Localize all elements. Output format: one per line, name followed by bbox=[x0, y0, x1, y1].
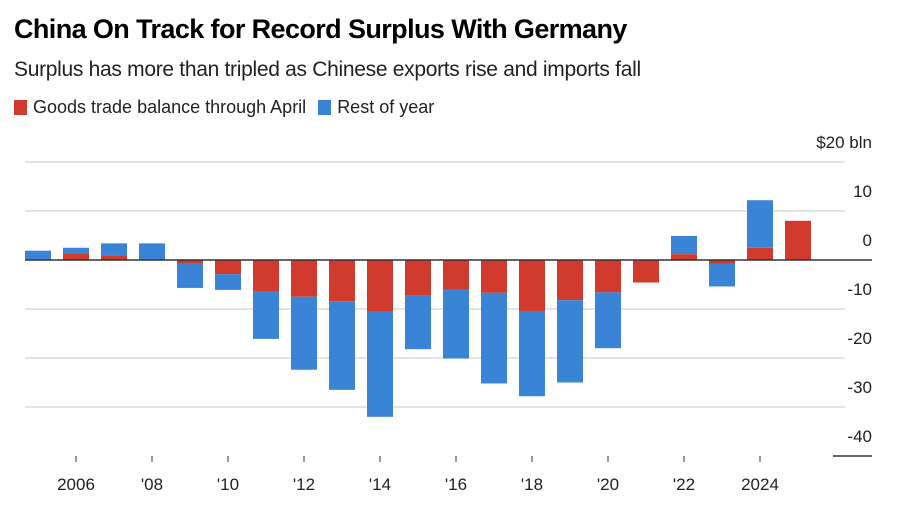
bar-rest-of-year-2017 bbox=[481, 292, 507, 384]
bar-rest-of-year-2005 bbox=[25, 250, 51, 260]
x-tick-label: '12 bbox=[293, 475, 315, 494]
legend-swatch-blue bbox=[318, 100, 332, 115]
legend: Goods trade balance through April Rest o… bbox=[14, 97, 446, 118]
bar-rest-of-year-2020 bbox=[595, 292, 621, 349]
bar-rest-of-year-2013 bbox=[329, 301, 355, 390]
y-tick-label: 10 bbox=[853, 182, 872, 201]
x-tick-label: 2006 bbox=[57, 475, 95, 494]
y-tick-label: $20 bln bbox=[816, 133, 872, 152]
bar-rest-of-year-2018 bbox=[519, 310, 545, 397]
x-tick-label: '10 bbox=[217, 475, 239, 494]
bar-through-april-2012 bbox=[291, 260, 317, 297]
x-tick-label: '18 bbox=[521, 475, 543, 494]
bar-through-april-2017 bbox=[481, 260, 507, 293]
chart-subtitle: Surplus has more than tripled as Chinese… bbox=[14, 58, 641, 81]
x-tick-label: '22 bbox=[673, 475, 695, 494]
x-tick-label: 2024 bbox=[741, 475, 779, 494]
legend-swatch-red bbox=[14, 100, 27, 115]
legend-label: Goods trade balance through April bbox=[33, 97, 307, 117]
bar-rest-of-year-2015 bbox=[405, 295, 431, 350]
legend-label: Rest of year bbox=[337, 97, 435, 117]
bar-through-april-2016 bbox=[443, 260, 469, 290]
bar-rest-of-year-2006 bbox=[63, 247, 89, 254]
bar-through-april-2022 bbox=[671, 254, 697, 260]
bar-through-april-2006 bbox=[63, 253, 89, 260]
bar-through-april-2007 bbox=[101, 255, 127, 260]
bar-rest-of-year-2010 bbox=[215, 274, 241, 290]
bar-rest-of-year-2009 bbox=[177, 263, 203, 288]
bar-through-april-2014 bbox=[367, 260, 393, 312]
bar-through-april-2010 bbox=[215, 260, 241, 275]
bar-rest-of-year-2008 bbox=[139, 243, 165, 260]
bar-through-april-2021 bbox=[633, 260, 659, 283]
bar-through-april-2011 bbox=[253, 260, 279, 292]
x-tick-label: '20 bbox=[597, 475, 619, 494]
bar-rest-of-year-2012 bbox=[291, 296, 317, 370]
bar-rest-of-year-2014 bbox=[367, 311, 393, 417]
bar-through-april-2025 bbox=[785, 220, 811, 260]
y-tick-label: -20 bbox=[847, 329, 872, 348]
bar-through-april-2024 bbox=[747, 247, 773, 260]
bar-through-april-2023 bbox=[709, 260, 735, 264]
bar-through-april-2019 bbox=[557, 260, 583, 301]
x-tick-label: '14 bbox=[369, 475, 391, 494]
bar-rest-of-year-2024 bbox=[747, 200, 773, 248]
y-tick-label: -30 bbox=[847, 378, 872, 397]
x-tick-label: '08 bbox=[141, 475, 163, 494]
bar-rest-of-year-2022 bbox=[671, 235, 697, 255]
bar-rest-of-year-2007 bbox=[101, 243, 127, 256]
bar-rest-of-year-2016 bbox=[443, 289, 469, 359]
y-tick-label: 0 bbox=[863, 231, 872, 250]
x-tick-label: '16 bbox=[445, 475, 467, 494]
bar-through-april-2015 bbox=[405, 260, 431, 296]
bar-rest-of-year-2023 bbox=[709, 263, 735, 287]
bar-through-april-2009 bbox=[177, 260, 203, 264]
legend-item-through-april: Goods trade balance through April bbox=[14, 97, 306, 118]
y-tick-label: -40 bbox=[847, 427, 872, 446]
bar-through-april-2013 bbox=[329, 260, 355, 302]
bar-rest-of-year-2011 bbox=[253, 291, 279, 339]
bar-through-april-2020 bbox=[595, 260, 621, 293]
chart-title: China On Track for Record Surplus With G… bbox=[14, 14, 627, 44]
y-tick-label: -10 bbox=[847, 280, 872, 299]
bar-rest-of-year-2019 bbox=[557, 300, 583, 383]
bar-through-april-2018 bbox=[519, 260, 545, 311]
legend-item-rest-of-year: Rest of year bbox=[318, 97, 434, 118]
